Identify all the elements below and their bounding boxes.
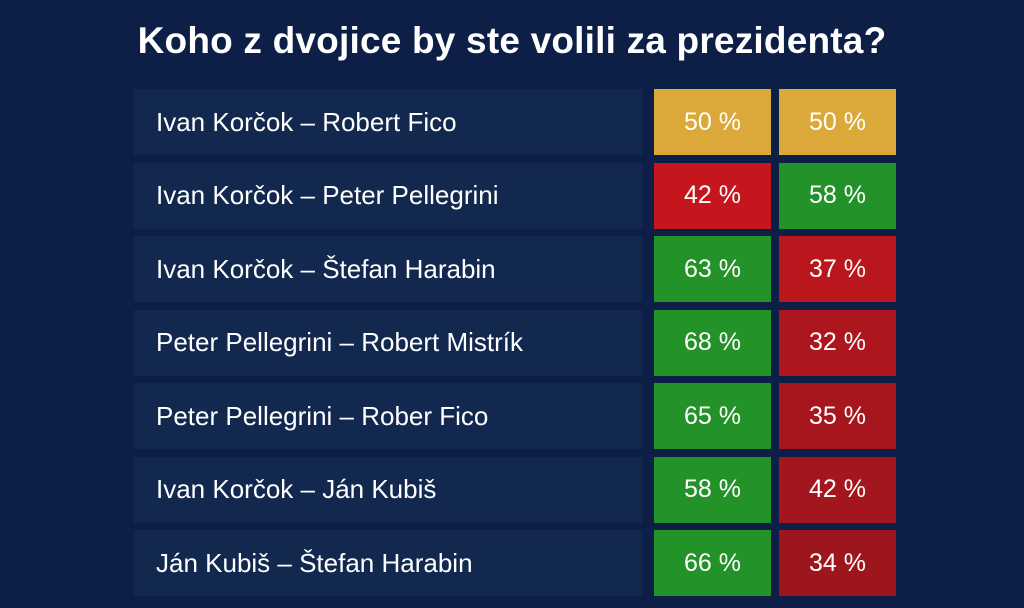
second-candidate-share: 58 %	[779, 162, 896, 229]
poll-table: Ivan Korčok – Robert Fico 50 % 50 % Ivan Ko…	[134, 89, 896, 604]
first-candidate-share: 68 %	[654, 309, 771, 376]
chart-title: Koho z dvojice by ste volili za preziden…	[137, 20, 887, 61]
matchup-label: Ján Kubiš – Štefan Harabin	[134, 530, 642, 596]
first-candidate-share: 66 %	[654, 530, 771, 596]
second-candidate-share: 50 %	[779, 89, 896, 155]
matchup-label: Ivan Korčok – Ján Kubiš	[134, 456, 642, 523]
first-candidate-share: 42 %	[654, 162, 771, 229]
matchup-label: Ivan Korčok – Peter Pellegrini	[134, 162, 642, 229]
second-candidate-share: 35 %	[779, 383, 896, 449]
matchup-label: Peter Pellegrini – Rober Fico	[134, 383, 642, 449]
table-row: Ivan Korčok – Štefan Harabin 63 % 37 %	[134, 236, 896, 302]
first-candidate-share: 50 %	[654, 89, 771, 155]
second-candidate-share: 42 %	[779, 456, 896, 523]
table-row: Ivan Korčok – Ján Kubiš 58 % 42 %	[134, 456, 896, 523]
first-candidate-share: 63 %	[654, 236, 771, 302]
table-row: Ján Kubiš – Štefan Harabin 66 % 34 %	[134, 530, 896, 596]
first-candidate-share: 58 %	[654, 456, 771, 523]
table-row: Peter Pellegrini – Robert Mistrík 68 % 32 …	[134, 309, 896, 376]
second-candidate-share: 32 %	[779, 309, 896, 376]
second-candidate-share: 34 %	[779, 530, 896, 596]
matchup-label: Ivan Korčok – Robert Fico	[134, 89, 642, 155]
second-candidate-share: 37 %	[779, 236, 896, 302]
first-candidate-share: 65 %	[654, 383, 771, 449]
matchup-label: Peter Pellegrini – Robert Mistrík	[134, 309, 642, 376]
table-row: Peter Pellegrini – Rober Fico 65 % 35 %	[134, 383, 896, 449]
table-row: Ivan Korčok – Robert Fico 50 % 50 %	[134, 89, 896, 155]
matchup-label: Ivan Korčok – Štefan Harabin	[134, 236, 642, 302]
table-row: Ivan Korčok – Peter Pellegrini 42 % 58 %	[134, 162, 896, 229]
